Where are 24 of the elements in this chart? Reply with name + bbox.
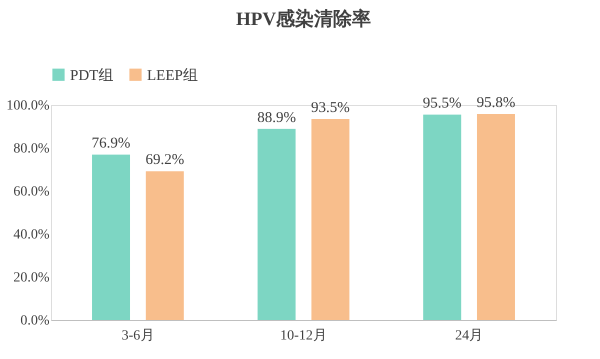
data-label: 93.5% — [311, 100, 350, 116]
data-label: 76.9% — [92, 136, 130, 152]
bar — [423, 114, 462, 320]
legend-label: LEEP组 — [147, 66, 198, 84]
data-label: 88.9% — [257, 110, 296, 126]
x-tick-label: 3-6月 — [122, 328, 154, 344]
data-label: 95.8% — [476, 95, 516, 112]
y-tick-label: 0.0% — [20, 314, 50, 328]
y-tick-label: 100.0% — [6, 98, 50, 114]
y-tick-label: 80.0% — [13, 142, 50, 156]
legend-label: PDT组 — [70, 66, 114, 84]
y-tick-label: 40.0% — [13, 228, 50, 242]
bar — [476, 114, 515, 320]
chart-title: HPV感染清除率 — [236, 8, 372, 30]
bar — [311, 118, 350, 320]
x-tick-label: 24月 — [455, 328, 484, 344]
data-label: 95.5% — [422, 96, 462, 112]
y-tick-label: 20.0% — [13, 270, 50, 286]
bar — [146, 171, 184, 320]
x-tick-label: 10-12月 — [280, 328, 327, 344]
bar — [92, 154, 130, 320]
data-label: 69.2% — [145, 152, 184, 168]
bar — [258, 128, 296, 320]
y-tick-label: 60.0% — [13, 184, 50, 200]
